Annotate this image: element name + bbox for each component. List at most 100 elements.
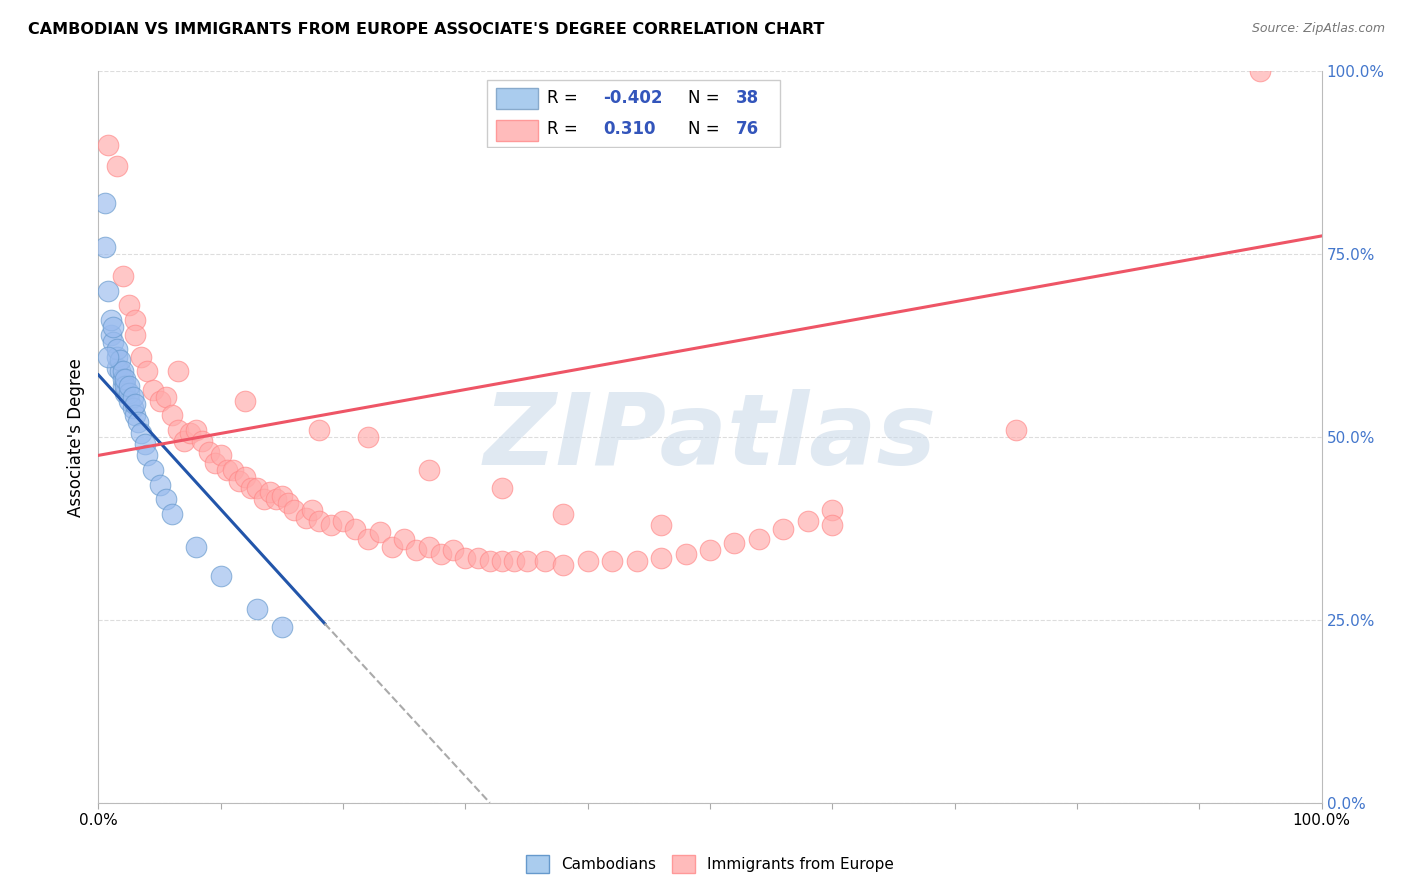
Point xyxy=(160,408,183,422)
Point xyxy=(191,434,214,448)
Text: 38: 38 xyxy=(735,89,759,107)
Point xyxy=(233,470,256,484)
Point xyxy=(368,525,391,540)
Point xyxy=(167,423,190,437)
Text: N =: N = xyxy=(688,120,724,138)
Point xyxy=(491,481,513,495)
Point xyxy=(93,240,115,254)
Point xyxy=(173,434,195,448)
Point xyxy=(129,350,152,364)
Point xyxy=(110,353,132,368)
Point xyxy=(277,496,299,510)
Point xyxy=(699,543,721,558)
Point xyxy=(723,536,745,550)
Point xyxy=(111,379,134,393)
Point xyxy=(155,492,177,507)
Point xyxy=(301,503,323,517)
Point xyxy=(179,426,201,441)
Point xyxy=(129,426,152,441)
Point xyxy=(478,554,501,568)
Point xyxy=(118,386,141,401)
Point xyxy=(160,507,183,521)
Point xyxy=(534,554,557,568)
Point xyxy=(222,463,245,477)
Point xyxy=(209,449,232,463)
Text: ZIPatlas: ZIPatlas xyxy=(484,389,936,485)
Point xyxy=(264,492,287,507)
FancyBboxPatch shape xyxy=(486,80,780,147)
Point xyxy=(118,393,141,408)
Point xyxy=(127,416,149,430)
Point xyxy=(136,364,159,378)
Point xyxy=(319,517,342,532)
Point xyxy=(100,313,122,327)
Point xyxy=(344,521,367,535)
Point xyxy=(124,408,146,422)
Point xyxy=(101,334,124,349)
Point xyxy=(105,350,128,364)
Point xyxy=(149,477,172,491)
Point xyxy=(118,379,141,393)
Point xyxy=(100,327,122,342)
Point xyxy=(381,540,404,554)
Point xyxy=(167,364,190,378)
Point xyxy=(124,327,146,342)
Point xyxy=(332,514,354,528)
Text: Source: ZipAtlas.com: Source: ZipAtlas.com xyxy=(1251,22,1385,36)
Point xyxy=(215,463,238,477)
Text: N =: N = xyxy=(688,89,724,107)
FancyBboxPatch shape xyxy=(496,120,537,141)
Point xyxy=(228,474,250,488)
Point xyxy=(124,313,146,327)
Point xyxy=(233,393,256,408)
Point xyxy=(1004,423,1026,437)
Point xyxy=(553,507,575,521)
Point xyxy=(114,371,136,385)
Point xyxy=(467,550,489,565)
Point xyxy=(392,533,416,547)
Point xyxy=(405,543,427,558)
Point xyxy=(441,543,464,558)
Point xyxy=(675,547,697,561)
Point xyxy=(503,554,526,568)
Text: CAMBODIAN VS IMMIGRANTS FROM EUROPE ASSOCIATE'S DEGREE CORRELATION CHART: CAMBODIAN VS IMMIGRANTS FROM EUROPE ASSO… xyxy=(28,22,824,37)
Point xyxy=(252,492,274,507)
Point xyxy=(93,196,115,211)
Point xyxy=(155,390,177,404)
Point xyxy=(418,540,440,554)
Point xyxy=(797,514,820,528)
Point xyxy=(418,463,440,477)
Text: R =: R = xyxy=(547,89,582,107)
Point xyxy=(111,269,134,284)
Point xyxy=(186,540,208,554)
Point xyxy=(240,481,263,495)
Point xyxy=(134,437,156,451)
Point xyxy=(308,514,330,528)
Text: 0.310: 0.310 xyxy=(603,120,657,138)
Point xyxy=(114,386,136,401)
Point xyxy=(105,343,128,357)
Point xyxy=(576,554,599,568)
Point xyxy=(204,456,226,470)
Point xyxy=(491,554,513,568)
Point xyxy=(600,554,623,568)
FancyBboxPatch shape xyxy=(496,88,537,109)
Point xyxy=(124,397,146,411)
Point xyxy=(209,569,232,583)
Point xyxy=(186,423,208,437)
Point xyxy=(149,393,172,408)
Y-axis label: Associate's Degree: Associate's Degree xyxy=(67,358,86,516)
Point xyxy=(356,533,378,547)
Point xyxy=(1249,64,1271,78)
Point xyxy=(821,517,844,532)
Point xyxy=(772,521,794,535)
Point xyxy=(118,298,141,312)
Point xyxy=(246,481,269,495)
Point xyxy=(821,503,844,517)
Point xyxy=(121,401,143,415)
Point xyxy=(356,430,378,444)
Point xyxy=(114,379,136,393)
Legend: Cambodians, Immigrants from Europe: Cambodians, Immigrants from Europe xyxy=(520,848,900,880)
Point xyxy=(97,284,120,298)
Point xyxy=(121,390,143,404)
